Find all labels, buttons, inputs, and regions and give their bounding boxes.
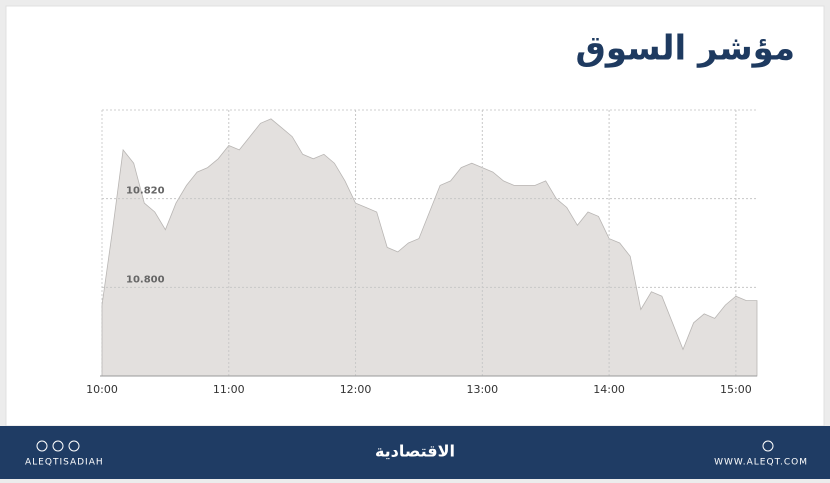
footer-handle: ALEQTISADIAH	[25, 458, 104, 468]
footer-website: WWW.ALEQT.COM	[714, 458, 808, 468]
area	[101, 118, 758, 377]
x-tick-label: 15:00	[720, 383, 752, 396]
footer-bar	[0, 426, 830, 479]
y-tick-label: 10.800	[126, 274, 165, 285]
footer-brand: الاقتصادية	[375, 442, 455, 461]
plot: 10:00 11:00 12:00 13:00 14:00 15:00 10.800 10.8…	[86, 109, 758, 396]
x-tick-label: 10:00	[86, 383, 118, 396]
x-tick-label: 13:00	[466, 383, 498, 396]
chart-title: مؤشر السوق	[575, 29, 795, 69]
x-tick-label: 14:00	[593, 383, 625, 396]
x-tick-label: 11:00	[213, 383, 245, 396]
x-tick-label: 12:00	[340, 383, 372, 396]
social-icons	[36, 440, 774, 452]
y-tick-label: 10.820	[126, 186, 165, 197]
